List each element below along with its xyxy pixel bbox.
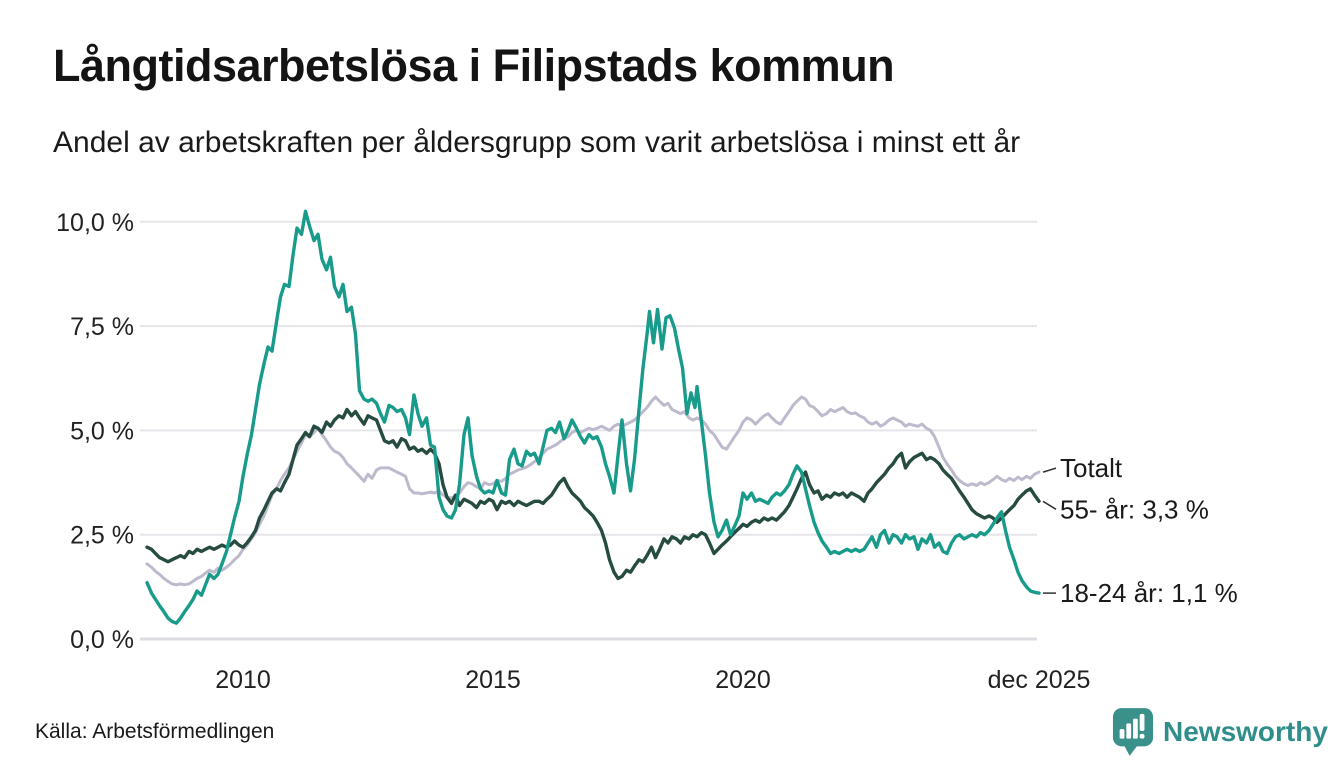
- series-end-label: Totalt: [1060, 453, 1123, 483]
- source-note: Källa: Arbetsförmedlingen: [35, 720, 275, 743]
- page-subtitle: Andel av arbetskraften per åldersgrupp s…: [53, 126, 1021, 159]
- x-tick-label: 2010: [215, 666, 271, 694]
- x-tick-label: 2020: [715, 666, 771, 694]
- y-tick-label: 10,0 %: [56, 209, 134, 237]
- y-tick-label: 7,5 %: [70, 313, 134, 341]
- label-connector: [1042, 467, 1057, 473]
- x-tick-label: 2015: [465, 666, 521, 694]
- y-tick-label: 0,0 %: [70, 626, 134, 654]
- series-end-label: 55- år: 3,3 %: [1060, 494, 1209, 524]
- page-title: Långtidsarbetslösa i Filipstads kommun: [53, 40, 895, 91]
- newsworthy-logo: Newsworthy: [1112, 706, 1328, 758]
- series-line-18-24-r: [145, 209, 1041, 625]
- y-tick-label: 2,5 %: [70, 522, 134, 550]
- series-line-55-r: [145, 407, 1041, 581]
- x-tick-label: dec 2025: [988, 666, 1091, 694]
- y-tick-label: 5,0 %: [70, 417, 134, 445]
- newsworthy-wordmark: Newsworthy: [1163, 716, 1328, 747]
- newsworthy-logo-icon: [1112, 708, 1154, 756]
- label-connector: [1042, 500, 1057, 510]
- series-end-label: 18-24 år: 1,1 %: [1060, 578, 1238, 608]
